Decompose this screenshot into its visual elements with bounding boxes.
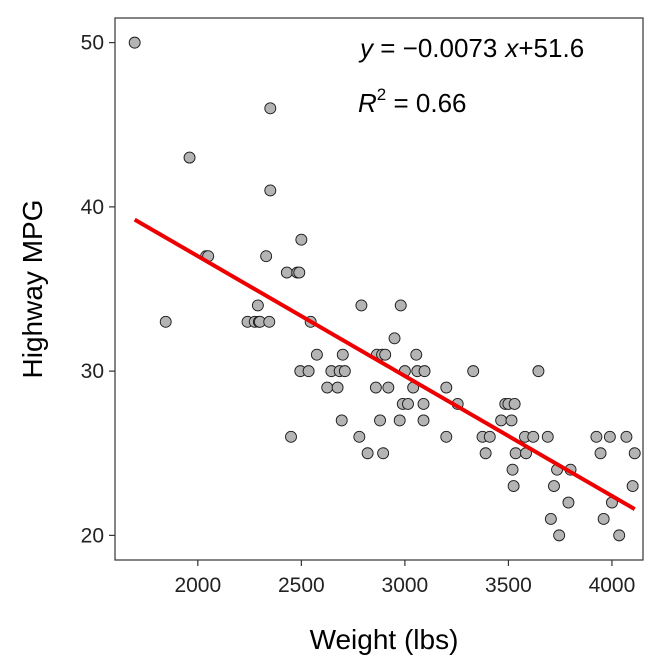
data-point xyxy=(532,365,545,378)
axis-ticks: 2000 2500 3000 3500 4000 20 30 40 50 xyxy=(81,32,636,597)
data-point xyxy=(628,447,641,460)
data-point xyxy=(264,184,277,197)
data-point xyxy=(483,430,496,443)
data-point xyxy=(590,430,603,443)
data-point xyxy=(310,348,323,361)
data-point xyxy=(338,365,351,378)
data-point xyxy=(355,299,368,312)
data-point xyxy=(402,398,414,410)
data-point xyxy=(508,398,521,410)
data-point xyxy=(336,348,349,361)
data-point xyxy=(527,430,540,443)
data-point xyxy=(321,381,334,394)
data-point xyxy=(613,529,626,542)
y-tick-label: 30 xyxy=(81,360,104,383)
data-point xyxy=(495,414,508,427)
data-point xyxy=(626,480,639,493)
regression-line xyxy=(133,217,636,511)
data-point xyxy=(507,480,520,493)
data-point xyxy=(159,315,172,328)
data-point xyxy=(353,430,366,443)
data-point xyxy=(541,430,554,443)
data-point xyxy=(302,365,315,378)
data-point xyxy=(263,315,276,328)
data-point xyxy=(377,447,390,460)
data-point xyxy=(440,430,453,443)
x-axis-title: Weight (lbs) xyxy=(310,624,459,655)
data-point xyxy=(417,414,430,427)
y-axis-title: Highway MPG xyxy=(17,200,48,379)
data-point xyxy=(544,512,557,525)
y-tick-label: 40 xyxy=(81,196,104,219)
data-point xyxy=(553,529,566,542)
data-point xyxy=(548,480,560,493)
data-point xyxy=(251,299,264,312)
data-point xyxy=(361,447,374,460)
data-point xyxy=(505,414,518,427)
data-point xyxy=(562,496,575,509)
r-squared-label: R2 = 0.66 xyxy=(358,85,466,118)
x-tick-label: 4000 xyxy=(589,574,636,597)
data-point xyxy=(382,381,395,394)
data-point xyxy=(393,414,406,427)
regression-equation: y = −0.0073 x+51.6 xyxy=(358,33,584,63)
data-point xyxy=(440,381,453,394)
data-point xyxy=(509,447,522,460)
data-point xyxy=(479,447,492,460)
data-point xyxy=(418,365,431,378)
data-point xyxy=(620,430,633,443)
x-tick-label: 3500 xyxy=(485,574,532,597)
data-point xyxy=(260,250,273,263)
data-point xyxy=(374,414,386,427)
data-point xyxy=(335,414,348,427)
x-tick-label: 2500 xyxy=(278,574,325,597)
data-point xyxy=(264,102,277,115)
data-point xyxy=(603,430,616,443)
data-point xyxy=(467,365,480,378)
data-point xyxy=(388,332,401,345)
data-point xyxy=(295,233,308,246)
y-tick-label: 20 xyxy=(81,524,104,547)
data-point xyxy=(128,36,141,49)
data-point xyxy=(597,512,610,525)
data-point xyxy=(285,430,297,443)
data-point xyxy=(183,151,196,164)
data-point xyxy=(410,348,423,361)
data-point xyxy=(293,266,306,279)
x-tick-label: 2000 xyxy=(174,574,221,597)
x-tick-label: 3000 xyxy=(382,574,429,597)
data-point xyxy=(506,463,519,476)
data-point xyxy=(394,299,407,312)
data-point xyxy=(369,381,382,394)
y-tick-label: 50 xyxy=(81,32,104,55)
data-point xyxy=(379,348,392,361)
data-point xyxy=(331,381,344,394)
data-points xyxy=(128,36,641,542)
data-point xyxy=(417,398,430,410)
data-point xyxy=(280,266,293,279)
data-point xyxy=(594,447,607,460)
